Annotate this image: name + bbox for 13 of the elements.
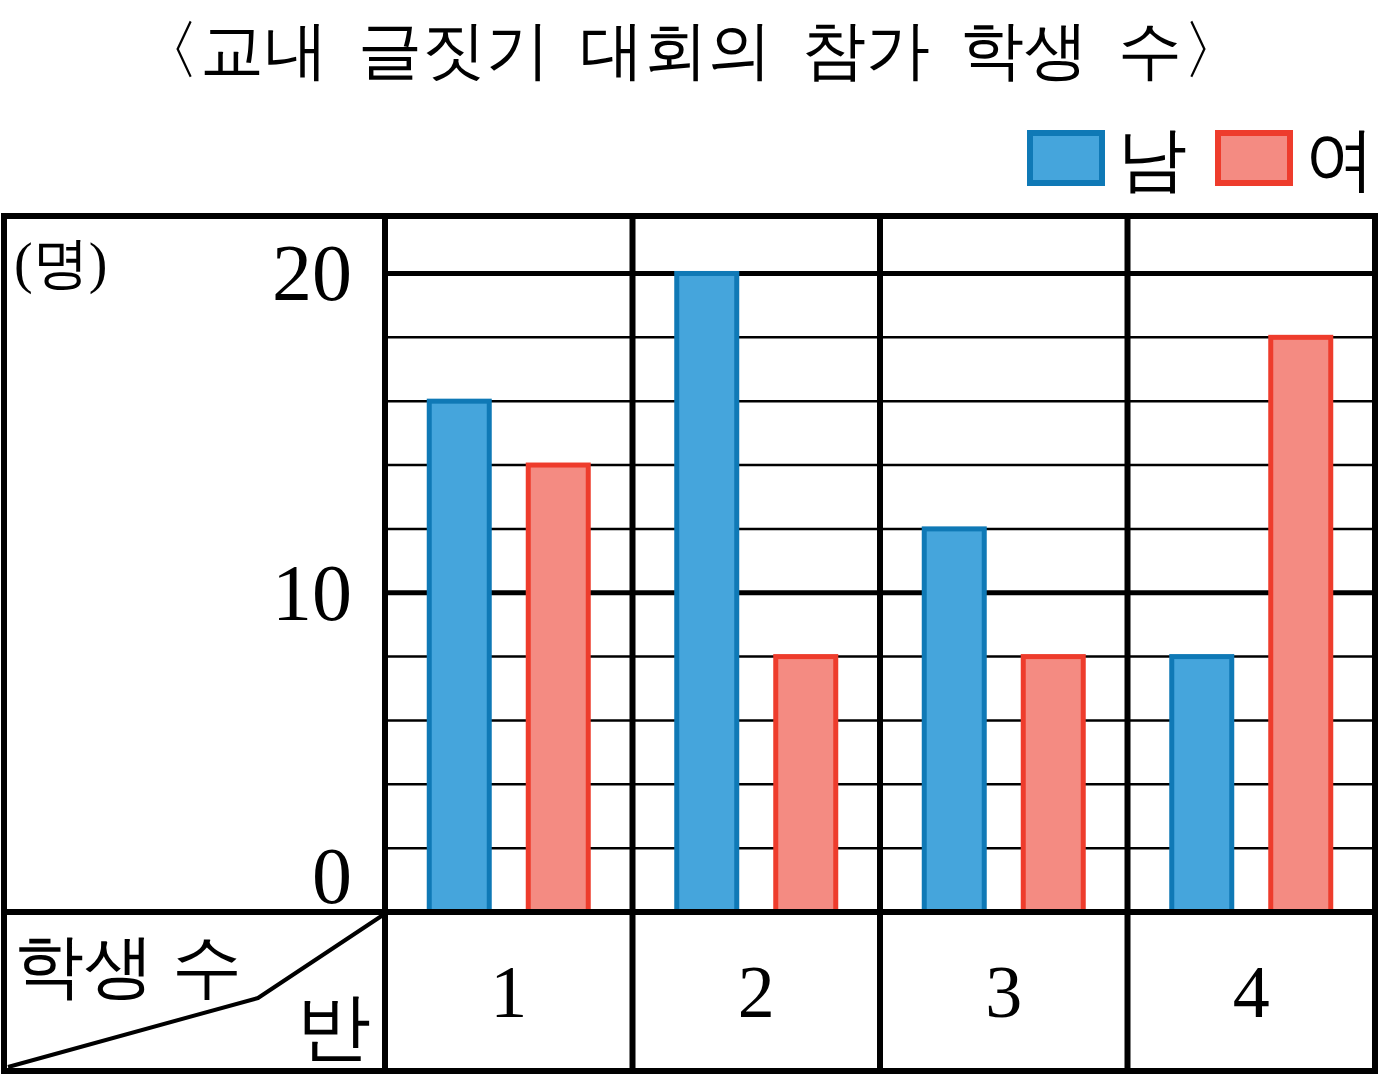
- xlabel: 반: [297, 986, 371, 1068]
- title: 〈교내 글짓기 대회의 참가 학생 수〉: [135, 15, 1246, 86]
- y-tick-label: 20: [272, 229, 352, 318]
- x-tick-label: 1: [490, 950, 528, 1033]
- legend-label: 여: [1305, 121, 1375, 198]
- y-tick-label: 0: [312, 832, 352, 920]
- y-tick-label: 10: [272, 548, 352, 637]
- ylabel: 학생 수: [14, 928, 242, 1005]
- x-tick-label: 2: [737, 950, 775, 1033]
- x-tick-label: 3: [985, 950, 1023, 1033]
- legend-label: 남: [1117, 121, 1187, 198]
- x-tick-label: 4: [1232, 950, 1270, 1033]
- annotation: (명): [14, 232, 108, 294]
